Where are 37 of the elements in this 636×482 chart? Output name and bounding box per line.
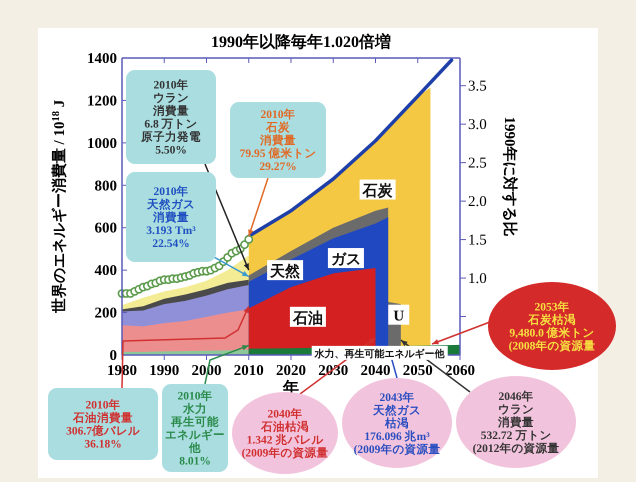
annotation: 天然 xyxy=(269,263,302,280)
annotation: 2046年ウラン消費量532.72 万トン(2012年の資源量 xyxy=(472,389,560,455)
y-tick-label: 0 xyxy=(110,348,117,364)
annotation: 2010年石油消費量306.7億バレル36.18% xyxy=(66,398,141,450)
x-tick-label: 2010 xyxy=(234,363,264,379)
y-tick-label: 1200 xyxy=(87,93,117,110)
x-tick-label: 2020 xyxy=(276,363,306,379)
annotation: 2040年石油枯渇1.342 兆バレル(2009年の資源量 xyxy=(242,406,328,460)
chart-title: 1990年以降毎年1.020倍増 xyxy=(211,32,391,51)
annotation: 石油 xyxy=(292,310,323,327)
y2-tick-label: 1.0 xyxy=(468,271,487,288)
x-tick-label: 2060 xyxy=(445,363,475,379)
point xyxy=(244,234,254,244)
y-tick-label: 600 xyxy=(94,220,117,237)
y2-axis-title: 1990年に対する比 xyxy=(501,116,519,236)
y-tick-label: 1000 xyxy=(87,136,117,152)
y2-tick-label: 3.5 xyxy=(468,78,487,95)
y2-tick-label: 2.5 xyxy=(468,156,487,172)
y-tick-label: 400 xyxy=(94,263,117,280)
annotation: 2010年ウラン消費量6.8 万トン原子力発電5.50% xyxy=(140,78,201,156)
y-tick-label: 1400 xyxy=(87,51,117,67)
annotation: 2010年石炭消費量79.95 億米トン29.27% xyxy=(240,107,316,173)
annotation: 2043年天然ガス枯渇176.096 兆m³(2009年の資源量 xyxy=(354,390,440,456)
y2-tick-label: 2.0 xyxy=(468,194,487,210)
annotation: ガス xyxy=(330,252,361,268)
y2-tick-label: 3.0 xyxy=(468,117,487,134)
x-tick-label: 2050 xyxy=(402,363,433,379)
annotation: U xyxy=(393,308,404,325)
x-tick-label: 2040 xyxy=(360,363,390,379)
annotation: 2010年天然ガス消費量3.193 Tm³22.54% xyxy=(146,184,196,250)
annotation: 水力、再生可能エネルギー他 xyxy=(314,348,446,360)
y2-tick-label: 1.5 xyxy=(468,232,487,249)
text: 2053年石炭枯渇9,480.0 億米トン(2008年の資源量 xyxy=(508,300,596,352)
y-tick-label: 800 xyxy=(94,178,117,194)
annotation: 石炭 xyxy=(362,182,394,200)
x-tick-label: 1990 xyxy=(149,363,180,379)
y-tick-label: 200 xyxy=(94,306,117,322)
